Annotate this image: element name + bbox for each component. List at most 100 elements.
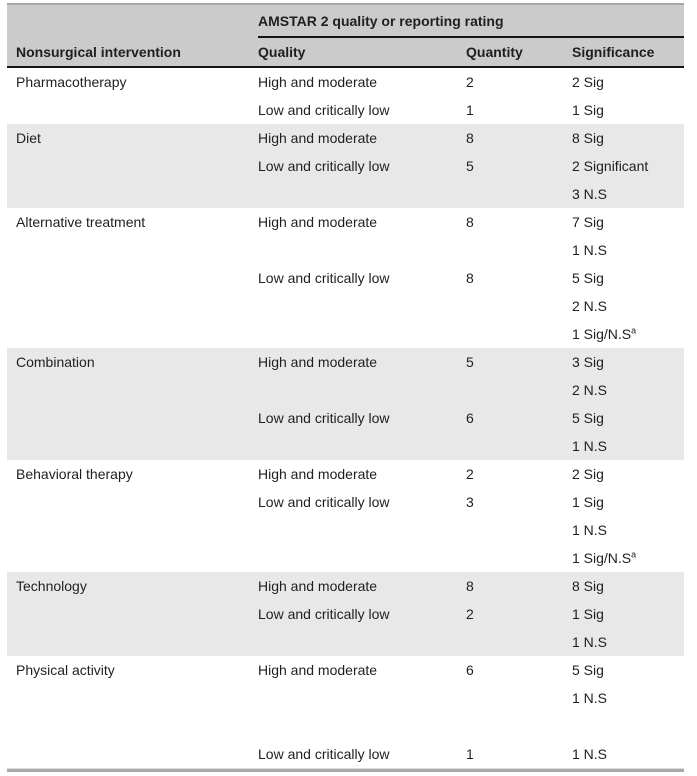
significance-cell: 1 Sig/N.Sa <box>572 550 637 566</box>
significance-cell: 1 Sig <box>572 102 604 118</box>
table-row: Low and critically low 6 5 Sig <box>7 404 684 432</box>
table-row: Behavioral therapy High and moderate 2 2 Si… <box>7 460 684 488</box>
table-row: Pharmacotherapy High and moderate 2 2 Sig <box>7 68 684 96</box>
table-row: Low and critically low 2 1 Sig <box>7 600 684 628</box>
quantity-cell: 2 <box>466 74 474 90</box>
column-header-intervention: Nonsurgical intervention <box>16 44 181 60</box>
intervention-cell: Behavioral therapy <box>16 466 133 482</box>
table-row: 1 N.S <box>7 684 684 712</box>
quantity-cell: 8 <box>466 214 474 230</box>
column-header-row: Nonsurgical intervention Quality Quantit… <box>7 38 684 66</box>
quality-cell: Low and critically low <box>258 270 390 286</box>
span-header-spacer <box>7 5 258 38</box>
span-header-row: AMSTAR 2 quality or reporting rating <box>7 5 684 38</box>
table-row <box>7 712 684 740</box>
table-header: AMSTAR 2 quality or reporting rating Non… <box>7 3 684 68</box>
column-header-quantity: Quantity <box>466 44 523 60</box>
significance-cell: 1 N.S <box>572 242 608 258</box>
significance-cell: 1 Sig/N.Sa <box>572 326 637 342</box>
quantity-cell: 2 <box>466 466 474 482</box>
intervention-section: Behavioral therapy High and moderate 2 2 Si… <box>7 460 684 572</box>
significance-cell: 5 Sig <box>572 410 604 426</box>
intervention-section: Combination High and moderate 5 3 Sig 2 N.S L… <box>7 348 684 460</box>
column-header-quality: Quality <box>258 44 306 60</box>
intervention-cell: Combination <box>16 354 95 370</box>
significance-cell: 3 Sig <box>572 354 604 370</box>
table-row: 1 N.S <box>7 432 684 460</box>
intervention-cell: Physical activity <box>16 662 115 678</box>
intervention-cell: Alternative treatment <box>16 214 146 230</box>
table-row: 1 N.S <box>7 236 684 264</box>
quantity-cell: 8 <box>466 130 474 146</box>
quality-cell: High and moderate <box>258 578 378 594</box>
table-row: 1 N.S <box>7 628 684 656</box>
significance-cell: 2 Sig <box>572 74 604 90</box>
quantity-cell: 1 <box>466 746 474 762</box>
table-row: 1 Sig/N.Sa <box>7 320 684 348</box>
table-row: Combination High and moderate 5 3 Sig <box>7 348 684 376</box>
table-row: 3 N.S <box>7 180 684 208</box>
footnote-marker: a <box>631 550 637 560</box>
quality-cell: High and moderate <box>258 214 378 230</box>
significance-cell: 1 N.S <box>572 438 608 454</box>
table-row: 1 Sig/N.Sa <box>7 544 684 572</box>
quality-cell: High and moderate <box>258 466 378 482</box>
intervention-cell: Diet <box>16 130 41 146</box>
table-row: Low and critically low 8 5 Sig <box>7 264 684 292</box>
quality-cell: Low and critically low <box>258 410 390 426</box>
quantity-cell: 8 <box>466 578 474 594</box>
table-row: Alternative treatment High and moderate 8 7… <box>7 208 684 236</box>
quantity-cell: 8 <box>466 270 474 286</box>
amstar-ratings-table: AMSTAR 2 quality or reporting rating Non… <box>7 3 684 772</box>
table-row: 1 N.S <box>7 516 684 544</box>
table-body: Pharmacotherapy High and moderate 2 2 Sig Lo… <box>7 68 684 768</box>
significance-cell: 1 N.S <box>572 634 608 650</box>
significance-cell: 1 N.S <box>572 522 608 538</box>
significance-cell: 2 Significant <box>572 158 649 174</box>
significance-cell: 1 Sig <box>572 494 604 510</box>
significance-cell: 2 Sig <box>572 466 604 482</box>
quality-cell: Low and critically low <box>258 158 390 174</box>
quantity-cell: 3 <box>466 494 474 510</box>
footnote-marker: a <box>631 326 637 336</box>
significance-cell: 2 N.S <box>572 382 608 398</box>
table-row: Technology High and moderate 8 8 Sig <box>7 572 684 600</box>
significance-cell: 7 Sig <box>572 214 604 230</box>
table-row: Low and critically low 3 1 Sig <box>7 488 684 516</box>
table-row: Physical activity High and moderate 6 5 Sig <box>7 656 684 684</box>
table-row: Low and critically low 1 1 Sig <box>7 96 684 124</box>
table-row: 2 N.S <box>7 292 684 320</box>
table-row: 2 N.S <box>7 376 684 404</box>
intervention-section: Physical activity High and moderate 6 5 Sig… <box>7 656 684 768</box>
intervention-section: Pharmacotherapy High and moderate 2 2 Sig Lo… <box>7 68 684 124</box>
significance-cell: 2 N.S <box>572 298 608 314</box>
table-row: Low and critically low 1 1 N.S <box>7 740 684 768</box>
significance-cell: 1 N.S <box>572 690 608 706</box>
quality-cell: Low and critically low <box>258 102 390 118</box>
intervention-section: Technology High and moderate 8 8 Sig Low and… <box>7 572 684 656</box>
significance-cell: 8 Sig <box>572 578 604 594</box>
significance-cell: 5 Sig <box>572 270 604 286</box>
quantity-cell: 1 <box>466 102 474 118</box>
quantity-cell: 2 <box>466 606 474 622</box>
quantity-cell: 6 <box>466 410 474 426</box>
quality-cell: High and moderate <box>258 130 378 146</box>
quantity-cell: 5 <box>466 158 474 174</box>
quality-cell: Low and critically low <box>258 746 390 762</box>
quantity-cell: 5 <box>466 354 474 370</box>
significance-cell: 5 Sig <box>572 662 604 678</box>
quality-cell: High and moderate <box>258 662 378 678</box>
table-row: Low and critically low 5 2 Significant <box>7 152 684 180</box>
quality-cell: High and moderate <box>258 74 378 90</box>
significance-cell: 1 N.S <box>572 746 608 762</box>
intervention-cell: Technology <box>16 578 87 594</box>
column-header-significance: Significance <box>572 44 655 60</box>
quality-cell: High and moderate <box>258 354 378 370</box>
quality-cell: Low and critically low <box>258 606 390 622</box>
intervention-section: Diet High and moderate 8 8 Sig Low and criti… <box>7 124 684 208</box>
significance-cell: 1 Sig <box>572 606 604 622</box>
significance-cell: 3 N.S <box>572 186 608 202</box>
quality-cell: Low and critically low <box>258 494 390 510</box>
table-bottom-rule <box>7 768 684 772</box>
intervention-cell: Pharmacotherapy <box>16 74 127 90</box>
